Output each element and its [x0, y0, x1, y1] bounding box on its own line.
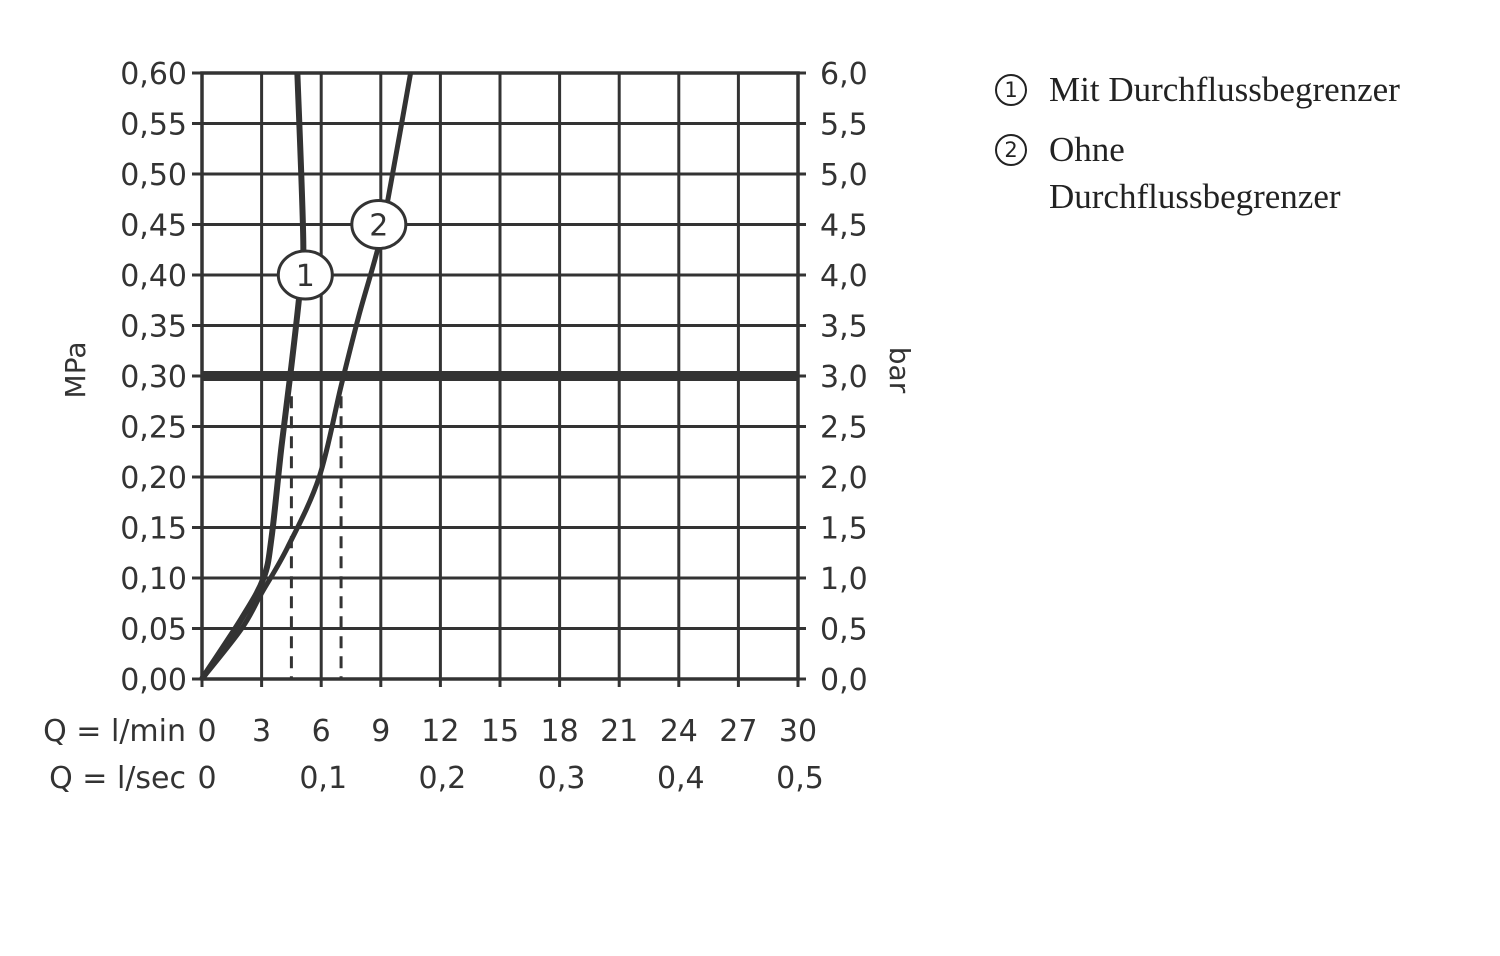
x-tick-label: 3 — [252, 714, 271, 749]
x2-axis-label: Q = l/sec — [49, 761, 186, 796]
x-tick-label: 9 — [371, 714, 390, 749]
legend-number: 2 — [995, 134, 1027, 166]
left-tick-label: 0,45 — [120, 209, 187, 244]
left-tick-label: 0,60 — [120, 57, 187, 92]
right-tick-label: 6,0 — [820, 57, 868, 92]
right-tick-label: 2,0 — [820, 461, 868, 496]
legend: 1 Mit Durchflussbegrenzer 2 Ohne Durchfl… — [995, 66, 1469, 233]
x2-tick-label: 0,4 — [657, 761, 705, 796]
right-tick-label: 0,5 — [820, 613, 868, 648]
left-tick-label: 0,50 — [120, 158, 187, 193]
x-tick-label: 27 — [719, 714, 757, 749]
right-tick-label: 3,0 — [820, 360, 868, 395]
left-tick-label: 0,55 — [120, 108, 187, 143]
legend-text: Mit Durchflussbegrenzer — [1049, 70, 1400, 109]
legend-text: Ohne Durchflussbegrenzer — [1049, 130, 1341, 216]
right-tick-label: 0,0 — [820, 663, 868, 698]
series-marker-circle — [276, 249, 334, 301]
right-tick-label: 1,0 — [820, 562, 868, 597]
right-tick-label: 1,5 — [820, 512, 868, 547]
series-marker-label: 1 — [296, 259, 315, 294]
x2-tick-label: 0,2 — [419, 761, 467, 796]
left-tick-label: 0,15 — [120, 512, 187, 547]
x-tick-label: 30 — [779, 714, 817, 749]
right-tick-label: 3,5 — [820, 310, 868, 345]
left-tick-label: 0,00 — [120, 663, 187, 698]
left-tick-label: 0,25 — [120, 411, 187, 446]
right-tick-label: 5,0 — [820, 158, 868, 193]
series-marker-circle — [350, 199, 408, 250]
right-tick-label: 4,5 — [820, 209, 868, 244]
series-marker-label: 2 — [369, 209, 388, 244]
right-tick-label: 4,0 — [820, 259, 868, 294]
x2-tick-label: 0,1 — [299, 761, 347, 796]
x-tick-label: 15 — [481, 714, 519, 749]
legend-item: 1 Mit Durchflussbegrenzer — [995, 66, 1469, 113]
x-tick-label: 6 — [312, 714, 331, 749]
left-tick-label: 0,05 — [120, 613, 187, 648]
left-tick-label: 0,40 — [120, 259, 187, 294]
x2-tick-label: 0,3 — [538, 761, 586, 796]
x-tick-label: 18 — [541, 714, 579, 749]
left-tick-label: 0,10 — [120, 562, 187, 597]
left-tick-label: 0,30 — [120, 360, 187, 395]
x-axis-label: Q = l/min — [43, 714, 186, 749]
x-tick-label: 21 — [600, 714, 638, 749]
right-tick-label: 5,5 — [820, 108, 868, 143]
right-axis-label: bar — [883, 347, 916, 394]
legend-item: 2 Ohne Durchflussbegrenzer — [995, 126, 1469, 220]
x2-tick-label: 0,5 — [776, 761, 824, 796]
x-tick-label: 24 — [660, 714, 698, 749]
left-tick-label: 0,20 — [120, 461, 187, 496]
x2-tick-label: 0 — [197, 761, 216, 796]
legend-number: 1 — [995, 74, 1027, 106]
series-line-1 — [199, 72, 307, 681]
x-tick-label: 12 — [421, 714, 459, 749]
left-tick-label: 0,35 — [120, 310, 187, 345]
left-axis-label: MPa — [59, 342, 92, 399]
right-tick-label: 2,5 — [820, 411, 868, 446]
x-tick-label: 0 — [197, 714, 216, 749]
